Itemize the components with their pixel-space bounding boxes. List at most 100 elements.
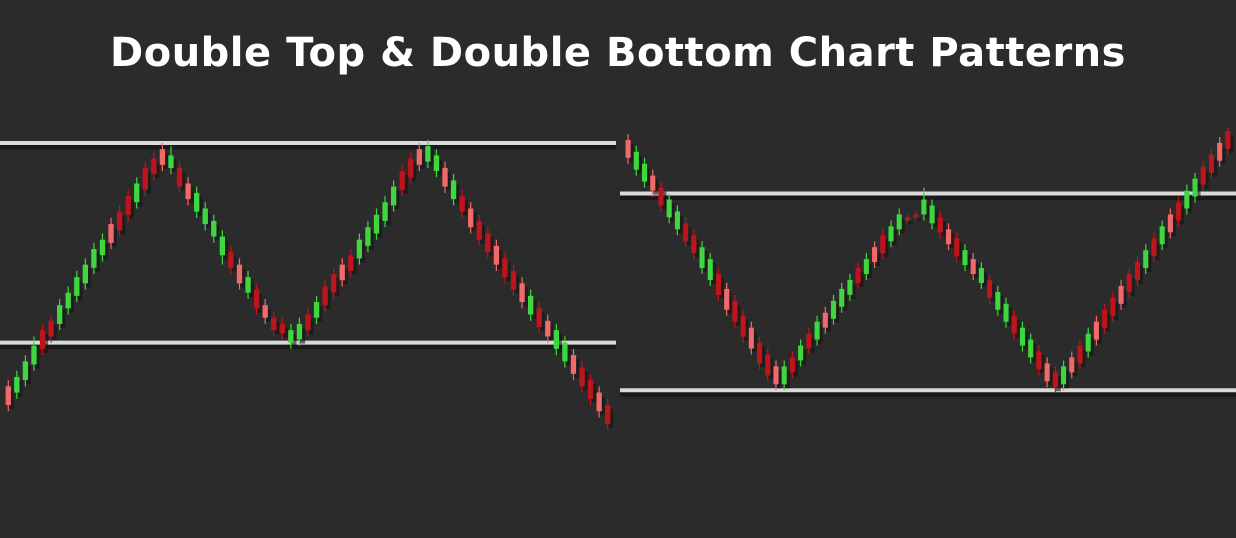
candlestick [82,258,92,290]
candle-body [48,320,54,337]
candle-body [1019,327,1026,346]
candlestick [527,289,537,321]
candle-shadow [1146,254,1152,273]
candle-shadow [308,318,314,335]
candle-body [476,220,482,240]
candle-shadow [111,228,117,247]
candle-shadow [718,278,725,299]
candle-body [872,247,878,263]
candle-shadow [628,143,634,162]
candle-body [880,235,886,254]
candle-body [888,226,894,242]
candle-shadow [932,209,938,228]
candlestick [450,174,460,206]
candle-shadow [453,184,460,204]
candle-shadow [1228,134,1234,153]
candlestick [211,214,220,243]
candlestick [715,268,725,301]
candlestick [587,373,597,406]
candle-body [14,376,20,393]
candle-shadow [462,200,468,216]
candle-body [485,233,491,253]
candlestick [365,220,374,253]
candle-shadow [669,203,675,222]
candle-shadow [1088,337,1094,356]
candle-body [1134,262,1141,280]
candle-body [625,139,631,158]
candle-shadow [825,316,831,332]
candle-shadow [248,281,254,297]
candle-shadow [522,287,528,307]
candle-shadow [817,325,823,344]
candle-shadow [573,359,580,378]
candlestick [781,360,790,391]
candlestick [116,205,126,237]
candlestick [296,317,306,346]
candle-body [390,186,397,206]
candle-shadow [102,243,109,260]
page-title: Double Top & Double Bottom Chart Pattern… [110,30,1126,76]
candle-shadow [1179,206,1185,225]
candlestick [5,380,14,412]
candle-shadow [368,231,374,250]
candle-body [31,345,37,365]
candlestick [279,317,288,340]
candlestick [433,149,443,178]
candle-body [211,220,217,237]
candle-shadow [205,212,211,229]
candle-shadow [957,242,963,261]
candlestick [382,196,391,228]
candlestick [1126,268,1135,298]
candle-shadow [965,254,971,270]
candle-shadow [801,349,807,365]
candlestick [945,223,955,251]
candle-body [125,196,131,215]
candle-shadow [916,218,922,222]
candle-body [715,274,722,295]
candle-shadow [325,290,331,310]
candlestick [510,264,520,296]
candle-body [1102,309,1108,328]
candlestick [913,211,922,222]
candlestick [168,146,177,175]
candle-body [493,245,500,265]
candle-body [757,342,763,364]
candlestick [641,157,651,188]
candlestick [1176,196,1185,227]
candle-body [305,314,311,331]
candle-body [798,345,804,361]
candlestick [108,217,117,250]
candle-shadow [883,239,889,258]
candle-body [339,264,345,281]
candlestick [408,152,417,184]
candle-body [830,300,837,319]
candle-shadow [42,334,49,353]
candlestick [1036,345,1045,376]
candlestick [91,242,100,274]
candle-shadow [1006,307,1012,326]
candle-shadow [539,312,545,332]
candle-shadow [411,162,417,182]
candle-body [995,291,1001,310]
candle-shadow [291,334,297,347]
candle-body [134,183,140,203]
candlestick [830,294,840,325]
candle-body [553,330,559,349]
candle-body [382,202,388,221]
candle-body [159,149,166,165]
candle-body [228,252,234,268]
candlestick [699,241,708,275]
candle-shadow [784,370,790,389]
candle-body [921,199,927,215]
candlestick [691,229,700,260]
candlestick [1110,291,1119,322]
candlestick [339,258,348,287]
candlestick [74,270,83,303]
candle-body [863,259,869,275]
candle-shadow [842,292,848,311]
candle-shadow [858,272,864,287]
candle-shadow [428,150,434,166]
candle-body [1126,274,1132,292]
candlestick [1044,357,1053,388]
candle-body [954,238,960,257]
